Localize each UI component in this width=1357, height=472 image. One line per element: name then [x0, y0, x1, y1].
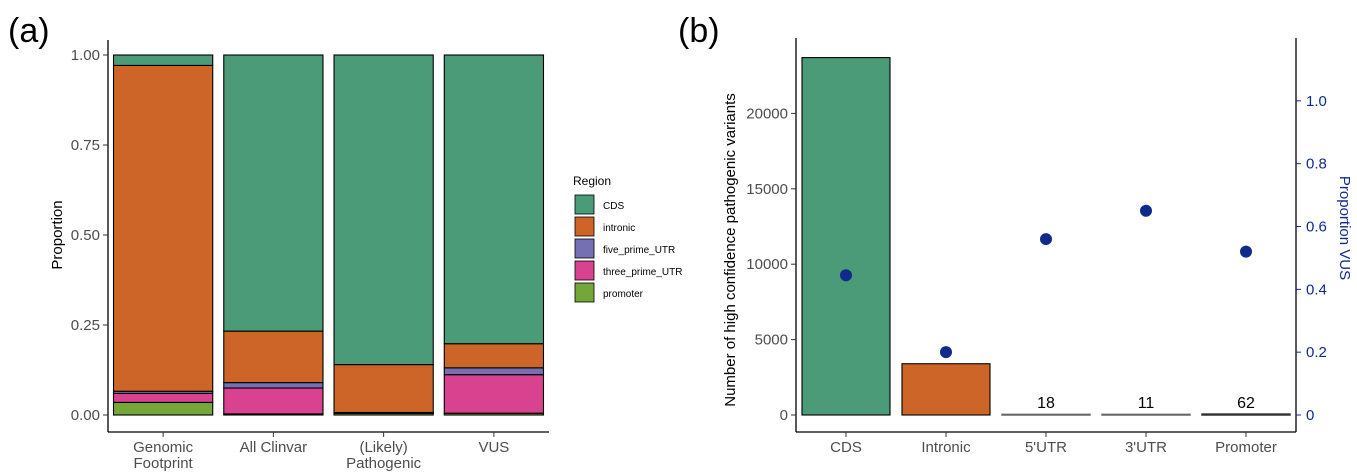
- x-tick-label: Footprint: [134, 455, 194, 472]
- x-tick-label: 3'UTR: [1125, 439, 1167, 456]
- vus-point-3'UTR: [1140, 204, 1152, 217]
- panel-label-a: (a): [8, 12, 50, 50]
- bar-segment-intronic: [333, 364, 434, 414]
- y-tick-label: 0.25: [71, 317, 100, 334]
- bar-segment-five_prime_UTR: [223, 382, 324, 389]
- legend-swatch-five_prime_UTR: [574, 238, 595, 259]
- bar-segment-CDS: [333, 54, 434, 366]
- right-tick-label: 0: [1306, 407, 1314, 424]
- y-tick-label: 0: [780, 407, 788, 424]
- bar-CDS: [801, 57, 891, 416]
- bar-segment-intronic: [112, 64, 214, 392]
- y-tick-label: 5000: [755, 332, 788, 349]
- y-tick-label: 0.00: [71, 407, 100, 424]
- legend-label: promoter: [603, 289, 644, 300]
- bar-segment-promoter: [112, 401, 214, 416]
- x-tick-label: Promoter: [1215, 439, 1277, 456]
- bar-segment-CDS: [223, 54, 324, 332]
- vus-point-Promoter: [1240, 245, 1252, 258]
- y-tick-label: 1.00: [71, 47, 100, 64]
- legend-swatch-CDS: [574, 194, 595, 215]
- y-axis-title-right: Proportion VUS: [1336, 176, 1353, 280]
- bar-segment-three_prime_UTR: [112, 392, 214, 403]
- bar-segment-CDS: [112, 54, 214, 66]
- legend-label: three_prime_UTR: [603, 267, 682, 278]
- right-tick-label: 1.0: [1306, 93, 1327, 110]
- bar-3'UTR: [1101, 413, 1191, 416]
- x-tick-label: All Clinvar: [240, 439, 308, 456]
- right-tick-label: 0.6: [1306, 219, 1327, 236]
- x-tick-label: (Likely): [359, 439, 407, 456]
- bar-segment-intronic: [443, 343, 545, 369]
- x-tick-label: Genomic: [133, 439, 194, 456]
- bar-data-label: 11: [1138, 395, 1155, 412]
- vus-point-5'UTR: [1040, 233, 1052, 246]
- bar-Promoter: [1201, 413, 1291, 416]
- bar-segment-three_prime_UTR: [223, 387, 324, 415]
- y-tick-label: 20000: [746, 105, 788, 122]
- bar-data-label: 62: [1237, 395, 1255, 412]
- legend-label: CDS: [603, 201, 624, 212]
- legend-swatch-promoter: [574, 282, 595, 303]
- y-axis-title-left: Number of high confidence pathogenic var…: [722, 93, 739, 407]
- legend-label: intronic: [603, 223, 635, 234]
- bar-5'UTR: [1001, 413, 1091, 416]
- right-tick-label: 0.2: [1306, 344, 1327, 361]
- bar-segment-three_prime_UTR: [443, 374, 545, 414]
- panel-a: (a) 0.00 0.25 0.50 0.75 1.00 Proportion Genomic…: [8, 12, 682, 472]
- bar-Intronic: [901, 363, 991, 416]
- y-axis-title: Proportion: [49, 200, 66, 269]
- x-tick-label: Pathogenic: [346, 455, 422, 472]
- legend-swatch-intronic: [574, 216, 595, 237]
- x-tick-label: 5'UTR: [1025, 439, 1067, 456]
- y-tick-label: 15000: [746, 181, 788, 198]
- bar-segment-intronic: [223, 330, 324, 384]
- x-tick-label: Intronic: [921, 439, 971, 456]
- bar-data-label: 18: [1037, 395, 1055, 412]
- right-tick-label: 0.4: [1306, 281, 1327, 298]
- y-tick-label: 0.50: [71, 227, 100, 244]
- x-tick-label: VUS: [478, 439, 509, 456]
- vus-point-CDS: [840, 269, 852, 282]
- legend-label: five_prime_UTR: [603, 245, 675, 256]
- vus-point-Intronic: [940, 346, 952, 359]
- x-tick-label: CDS: [830, 439, 862, 456]
- bar-segment-five_prime_UTR: [443, 367, 545, 376]
- y-tick-label: 10000: [746, 256, 788, 273]
- panel-label-b: (b): [678, 12, 720, 50]
- y-tick-label: 0.75: [71, 137, 100, 154]
- bar-segment-CDS: [443, 54, 545, 345]
- legend-title: Region: [573, 174, 611, 188]
- legend-swatch-three_prime_UTR: [574, 260, 595, 281]
- panel-b: (b) 0 5000 10000 15000 20000 Number of high co…: [678, 12, 1353, 456]
- right-tick-label: 0.8: [1306, 156, 1327, 173]
